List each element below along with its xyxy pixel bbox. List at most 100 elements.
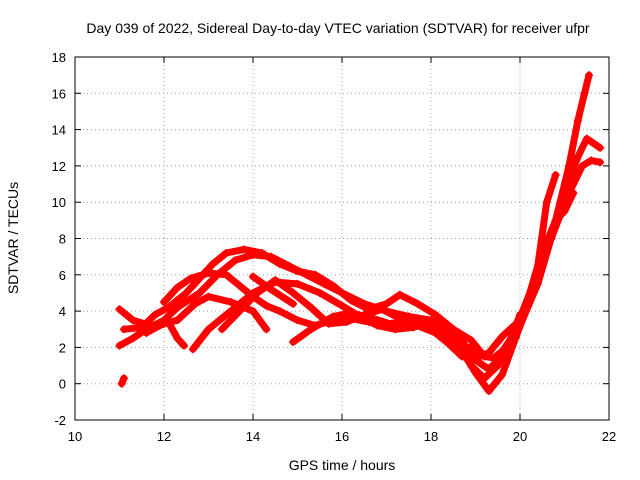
data-point-marker <box>235 307 244 316</box>
data-point-marker <box>346 296 355 305</box>
data-point-marker <box>204 292 213 301</box>
data-point-marker <box>329 312 338 321</box>
data-point-marker <box>188 345 197 354</box>
x-tick-label: 16 <box>335 429 349 444</box>
data-point-marker <box>560 189 569 198</box>
data-point-marker <box>338 301 346 310</box>
data-point-marker <box>458 352 467 361</box>
data-point-marker <box>289 337 298 346</box>
data-point-marker <box>266 285 275 294</box>
data-point-marker <box>191 299 200 308</box>
data-point-marker <box>222 249 231 258</box>
y-tick-label: 14 <box>52 123 66 138</box>
data-point-marker <box>226 307 235 316</box>
data-point-marker <box>262 325 271 334</box>
data-point-marker <box>569 189 578 198</box>
data-point-marker <box>542 198 551 207</box>
x-axis-label: GPS time / hours <box>289 457 396 473</box>
data-point-marker <box>587 156 596 165</box>
x-tick-label: 22 <box>602 429 616 444</box>
data-point-marker <box>222 270 231 279</box>
data-point-marker <box>533 279 542 288</box>
data-point-marker <box>180 341 189 350</box>
data-point-marker <box>231 256 240 265</box>
x-tick-label: 10 <box>68 429 82 444</box>
data-point-marker <box>142 328 151 337</box>
y-axis-label: SDTVAR / TECUs <box>5 182 21 294</box>
data-point-marker <box>128 316 137 325</box>
data-point-marker <box>117 379 126 388</box>
data-point-marker <box>489 354 498 363</box>
data-point-marker <box>182 288 191 297</box>
grid <box>75 57 609 420</box>
data-point-marker <box>275 307 284 316</box>
y-tick-label: 18 <box>52 50 66 65</box>
data-point-marker <box>293 279 302 288</box>
y-tick-label: 10 <box>52 195 66 210</box>
series <box>115 71 605 395</box>
data-point-marker <box>293 267 302 276</box>
data-point-marker <box>395 314 404 323</box>
series-arc-g <box>189 189 577 395</box>
data-point-marker <box>293 316 302 325</box>
data-point-marker <box>173 334 182 343</box>
data-point-marker <box>346 308 355 317</box>
data-point-marker <box>369 314 378 323</box>
data-point-marker <box>204 325 213 334</box>
data-point-marker <box>289 299 298 308</box>
data-point-marker <box>578 161 587 170</box>
data-point-marker <box>467 336 476 345</box>
data-point-marker <box>289 288 298 297</box>
data-point-marker <box>378 305 387 314</box>
data-point-marker <box>249 307 257 316</box>
data-point-marker <box>573 152 582 161</box>
data-point-marker <box>573 116 582 125</box>
data-point-marker <box>204 268 213 277</box>
data-point-marker <box>498 332 507 341</box>
data-point-marker <box>195 288 204 297</box>
data-point-marker <box>119 325 128 334</box>
y-tick-label: 4 <box>59 304 66 319</box>
data-point-marker <box>271 276 280 285</box>
data-point-marker <box>164 303 173 312</box>
data-point-marker <box>173 283 182 292</box>
data-point-marker <box>249 272 257 281</box>
data-point-marker <box>493 361 502 370</box>
data-point-marker <box>391 321 400 330</box>
x-tick-label: 18 <box>424 429 438 444</box>
y-tick-label: 16 <box>52 86 66 101</box>
data-point-marker <box>498 370 507 379</box>
data-point-marker <box>155 321 164 330</box>
data-point-marker <box>235 281 244 290</box>
data-point-marker <box>257 249 266 258</box>
data-point-marker <box>329 281 338 290</box>
data-point-marker <box>115 341 124 350</box>
y-tick-label: 6 <box>59 268 66 283</box>
data-point-marker <box>306 325 315 334</box>
data-point-marker <box>253 288 262 297</box>
data-point-marker <box>173 316 182 325</box>
data-point-marker <box>115 305 124 314</box>
data-point-marker <box>217 325 226 334</box>
data-point-marker <box>471 368 480 377</box>
data-point-marker <box>471 354 480 363</box>
data-point-marker <box>275 259 284 268</box>
data-point-marker <box>226 298 235 307</box>
data-point-marker <box>342 317 351 326</box>
x-tick-label: 20 <box>513 429 527 444</box>
y-tick-label: 8 <box>59 232 66 247</box>
data-point-marker <box>240 245 249 254</box>
x-tick-label: 14 <box>246 429 260 444</box>
data-point-marker <box>584 71 593 80</box>
data-point-marker <box>413 319 422 328</box>
series-arc-c <box>116 157 604 373</box>
axis-ticks: 10 12 14 16 18 20 22 -2 0 2 4 6 8 10 12 14 16 18 <box>52 50 617 444</box>
data-point-marker <box>311 270 320 279</box>
y-tick-label: -2 <box>54 413 66 428</box>
y-tick-label: 12 <box>52 159 66 174</box>
data-point-marker <box>580 89 589 98</box>
data-point-marker <box>160 298 168 307</box>
data-point-marker <box>137 323 146 332</box>
data-point-marker <box>164 317 173 326</box>
data-point-marker <box>262 301 271 310</box>
